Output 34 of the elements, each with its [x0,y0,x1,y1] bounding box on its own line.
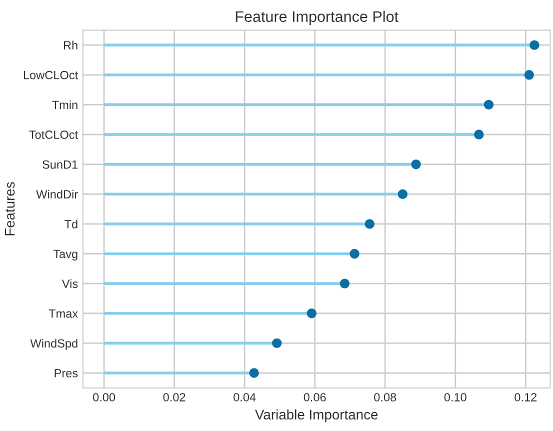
x-tick-label: 0.08 [374,393,396,402]
y-axis-title: Features [4,182,15,236]
point [530,40,540,50]
point [398,189,408,199]
x-tick-label: 0.04 [234,393,256,402]
y-tick-label: TotCLOct [29,130,78,139]
point [411,159,421,170]
x-tick-label: 0.10 [444,393,466,402]
x-tick-label: 0.12 [514,393,537,402]
x-axis-title: Variable Importance [255,409,378,422]
y-tick-label: Vis [62,279,78,288]
y-tick-label: SunD1 [42,160,78,169]
point [474,130,484,140]
y-tick-label: Tavg [53,250,78,260]
point [306,308,317,318]
point [484,100,494,110]
y-tick-label: Td [64,220,78,228]
chart-title: Feature Importance Plot [236,10,398,26]
point [364,219,375,229]
point [249,368,259,378]
x-tick-label: 0.02 [163,393,186,402]
y-tick-label: WindDir [36,190,78,199]
y-tick-label: Tmax [48,310,78,318]
y-tick-label: Tmin [52,100,78,109]
y-tick-label: Pres [54,369,78,378]
point [340,278,350,288]
y-tick-label: Rh [64,40,78,50]
y-tick-label: LowCLOct [24,70,78,80]
point [524,70,534,80]
x-tick-label: 0.00 [93,393,116,402]
y-tick-label: WindSpd [30,338,78,350]
point [272,338,282,348]
x-tick-label: 0.06 [304,393,326,402]
point [350,248,360,259]
